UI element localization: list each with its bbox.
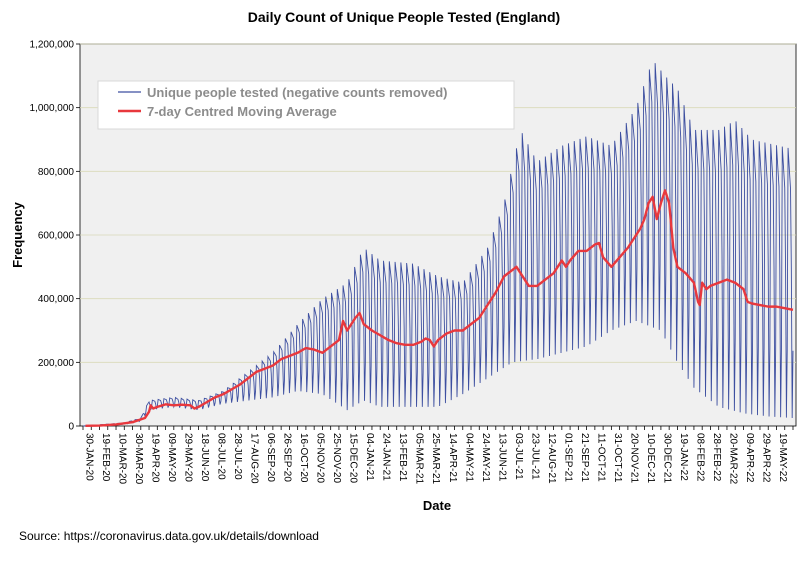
chart-title: Daily Count of Unique People Tested (Eng… [248,9,560,25]
x-tick-label: 29-APR-22 [760,433,771,483]
y-tick-label: 0 [68,422,74,433]
legend-label-raw: Unique people tested (negative counts re… [147,85,448,100]
y-tick-label: 200,000 [38,358,75,369]
x-tick-label: 11-OCT-21 [595,433,606,482]
x-tick-label: 24-MAY-21 [480,433,491,482]
x-tick-label: 25-MAR-21 [430,433,441,485]
x-tick-label: 05-NOV-20 [315,433,326,483]
series-moving-average [85,189,794,428]
x-tick-label: 30-MAR-20 [133,433,144,485]
y-axis-title: Frequency [10,201,25,268]
x-tick-label: 25-NOV-20 [331,433,342,483]
x-axis-title: Date [423,498,451,513]
x-axis-ticks: 30-JAN-20 19-FEB-20 10-MAR-20 30-MAR-20 19-A… [82,426,794,485]
legend-label-ma: 7-day Centred Moving Average [147,104,337,119]
x-tick-label: 10-MAR-20 [117,433,128,485]
x-tick-label: 19-JAN-22 [678,433,689,481]
x-tick-label: 13-FEB-21 [397,433,408,482]
x-tick-label: 10-DEC-21 [645,433,656,483]
x-tick-label: 09-APR-22 [744,433,755,483]
legend: Unique people tested (negative counts re… [97,80,515,130]
x-tick-label: 19-FEB-20 [100,433,111,482]
x-tick-label: 14-APR-21 [447,433,458,483]
x-tick-label: 29-MAY-20 [183,433,194,482]
x-tick-label: 18-JUN-20 [199,433,210,482]
x-tick-label: 20-NOV-21 [628,433,639,483]
y-tick-label: 1,000,000 [30,103,75,114]
x-tick-label: 03-JUL-21 [513,433,524,480]
y-tick-label: 400,000 [38,294,75,305]
series-unique-people-tested [82,63,794,427]
y-tick-label: 1,200,000 [30,40,75,51]
x-tick-label: 23-JUL-21 [529,433,540,480]
x-tick-label: 12-AUG-21 [546,433,557,484]
x-tick-label: 15-DEC-20 [348,433,359,483]
source-note: Source: https://coronavirus.data.gov.uk/… [19,529,319,543]
x-tick-label: 17-AUG-20 [249,433,260,484]
x-tick-label: 21-SEP-21 [579,433,590,482]
x-tick-label: 13-JUN-21 [496,433,507,482]
x-tick-label: 31-OCT-21 [612,433,623,483]
legend-box [97,80,515,130]
x-tick-label: 19-APR-20 [150,433,161,483]
x-tick-label: 30-JAN-20 [84,433,95,481]
x-tick-label: 28-FEB-22 [711,433,722,482]
y-tick-label: 800,000 [38,167,75,178]
x-tick-label: 06-SEP-20 [265,433,276,482]
x-tick-label: 08-FEB-22 [694,433,705,482]
x-tick-label: 24-JAN-21 [381,433,392,481]
x-tick-label: 26-SEP-20 [282,433,293,482]
x-tick-label: 16-OCT-20 [298,433,309,483]
y-axis-ticks: 0 200,000 400,000 600,000 800,000 1,000,000 1,… [30,40,80,433]
x-tick-label: 05-MAR-21 [414,433,425,485]
x-tick-label: 04-JAN-21 [364,433,375,481]
x-tick-label: 20-MAR-22 [727,433,738,485]
x-tick-label: 28-JUL-20 [232,433,243,480]
x-tick-label: 01-SEP-21 [562,433,573,482]
x-tick-label: 04-MAY-21 [463,433,474,482]
y-tick-label: 600,000 [38,231,75,242]
x-tick-label: 19-MAY-22 [777,433,788,482]
x-tick-label: 09-MAY-20 [166,433,177,482]
x-tick-label: 08-JUL-20 [216,433,227,480]
x-tick-label: 30-DEC-21 [661,433,672,483]
